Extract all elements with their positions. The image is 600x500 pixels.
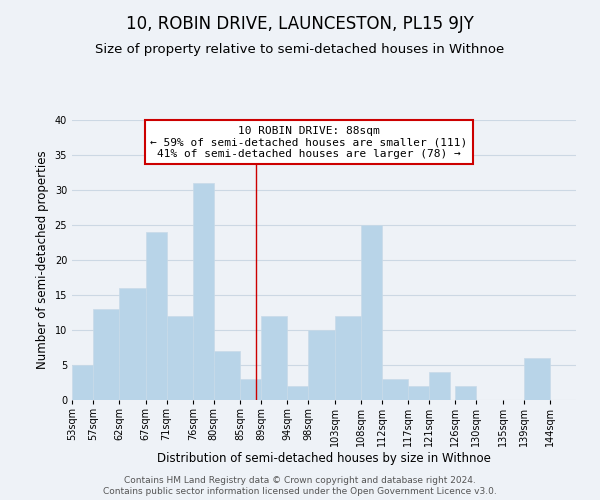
Bar — [408, 386, 429, 400]
Bar — [308, 330, 335, 400]
Bar — [261, 316, 287, 400]
Bar — [335, 316, 361, 400]
Bar — [119, 288, 146, 400]
Text: Contains HM Land Registry data © Crown copyright and database right 2024.: Contains HM Land Registry data © Crown c… — [124, 476, 476, 485]
Bar — [361, 225, 382, 400]
Text: 10 ROBIN DRIVE: 88sqm
← 59% of semi-detached houses are smaller (111)
41% of sem: 10 ROBIN DRIVE: 88sqm ← 59% of semi-deta… — [150, 126, 467, 159]
Bar — [382, 379, 408, 400]
Y-axis label: Number of semi-detached properties: Number of semi-detached properties — [36, 150, 49, 370]
Bar — [167, 316, 193, 400]
Bar — [429, 372, 450, 400]
Text: Size of property relative to semi-detached houses in Withnoe: Size of property relative to semi-detach… — [95, 42, 505, 56]
Bar — [455, 386, 476, 400]
X-axis label: Distribution of semi-detached houses by size in Withnoe: Distribution of semi-detached houses by … — [157, 452, 491, 465]
Bar — [93, 309, 119, 400]
Bar — [240, 379, 261, 400]
Bar — [214, 351, 240, 400]
Text: Contains public sector information licensed under the Open Government Licence v3: Contains public sector information licen… — [103, 488, 497, 496]
Bar — [146, 232, 167, 400]
Bar — [523, 358, 550, 400]
Bar — [287, 386, 308, 400]
Bar — [72, 365, 93, 400]
Text: 10, ROBIN DRIVE, LAUNCESTON, PL15 9JY: 10, ROBIN DRIVE, LAUNCESTON, PL15 9JY — [126, 15, 474, 33]
Bar — [193, 183, 214, 400]
